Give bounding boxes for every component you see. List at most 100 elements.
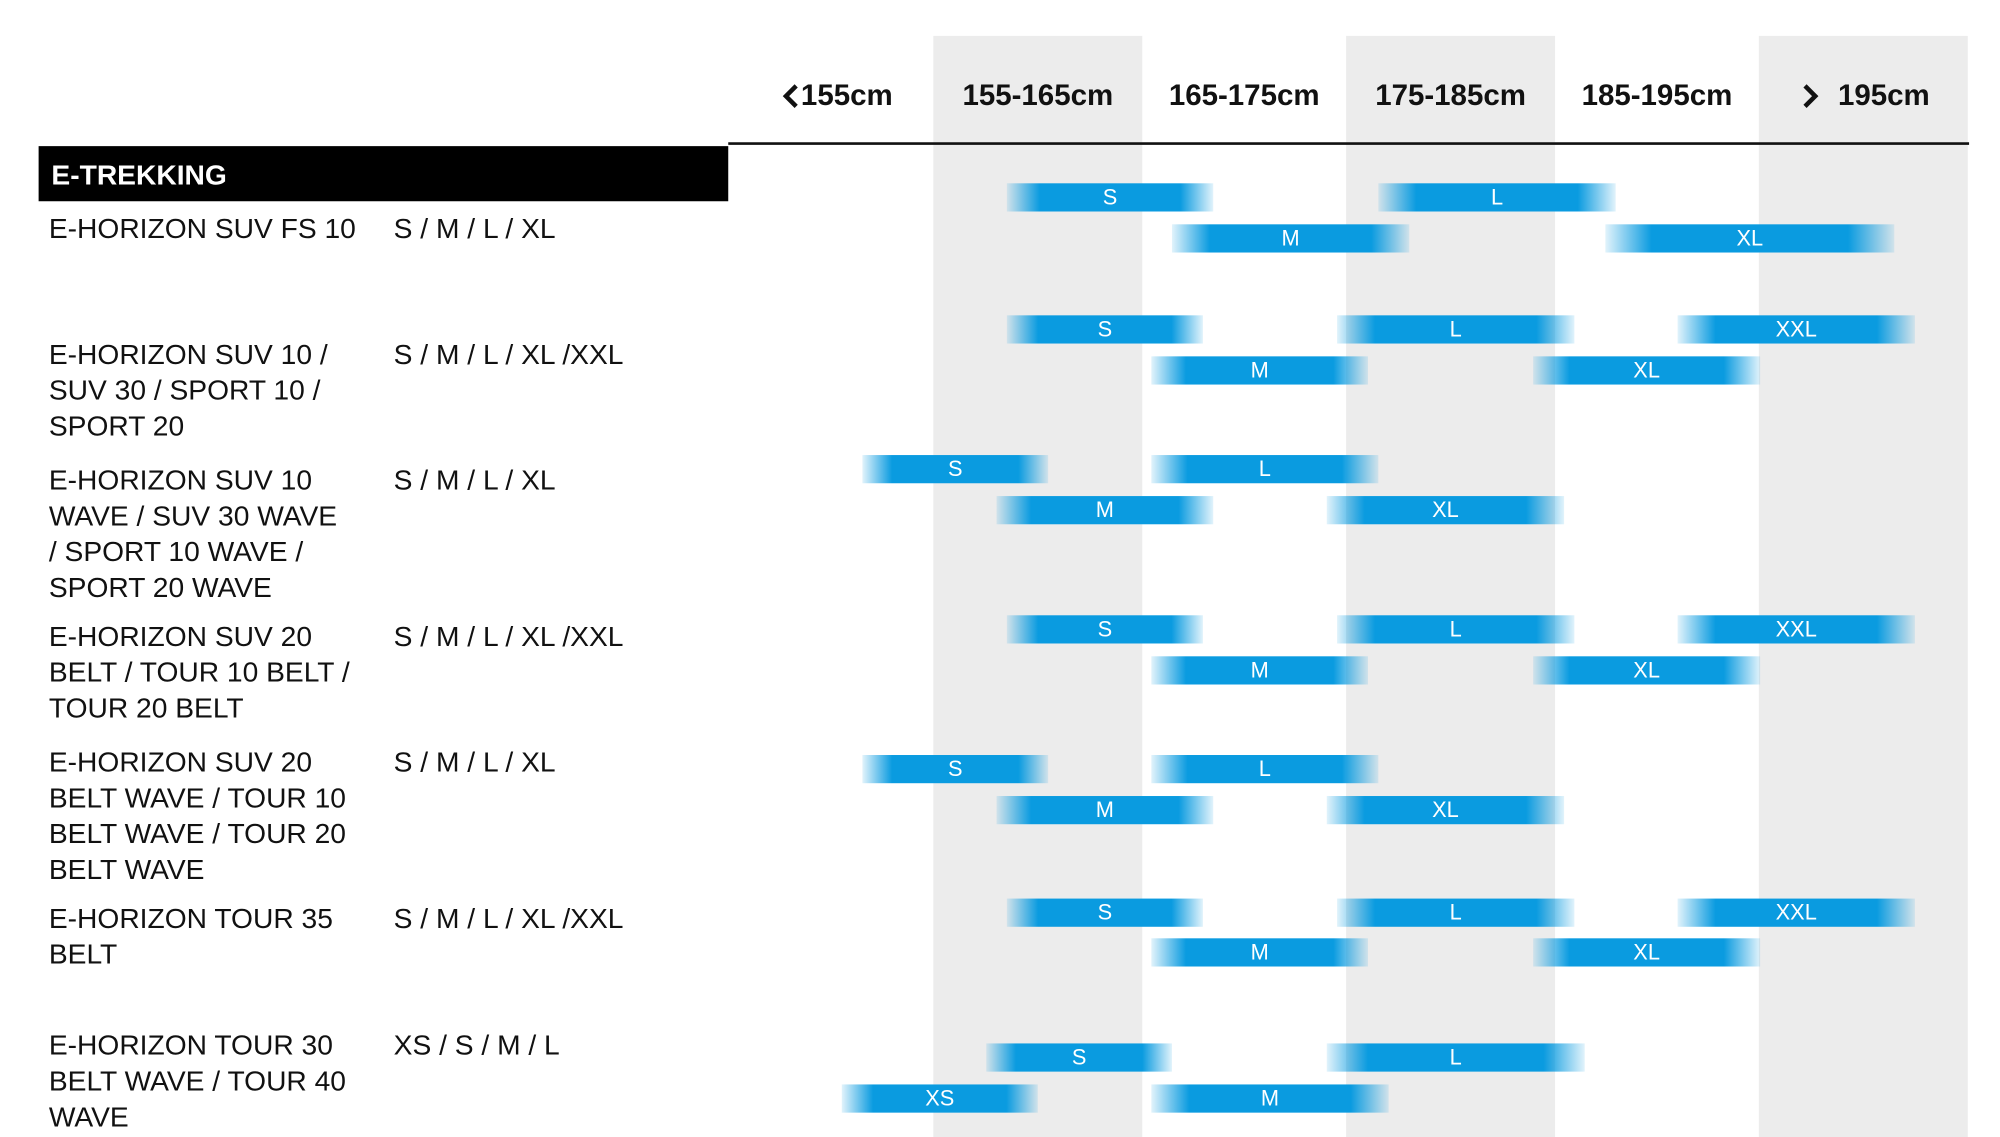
model-name: E-HORIZON SUV 20 [49,745,312,777]
column-shade [1346,35,1556,1137]
model-name: BELT WAVE [49,853,205,885]
size-list: S / M / L / XL [394,745,556,777]
size-bar [1006,615,1203,644]
column-label: 155cm [801,79,893,112]
model-name: E-HORIZON TOUR 30 [49,1029,333,1061]
model-name: E-HORIZON SUV 20 [49,620,312,652]
size-list: S / M / L / XL [394,212,556,244]
size-bar [1533,356,1761,385]
size-bar-label: L [1259,756,1271,781]
size-bar [1677,315,1915,344]
model-name: TOUR 20 BELT [49,692,244,724]
size-bar [1337,315,1575,344]
model-name: SPORT 20 WAVE [49,571,272,603]
size-bar-label: M [1096,797,1114,822]
size-bar [1605,224,1895,253]
model-name: BELT WAVE / TOUR 20 [49,817,346,849]
size-bar-label: XXL [1776,616,1817,641]
size-bar [1326,796,1565,825]
size-bar [841,1084,1038,1113]
size-bar-label: S [1072,1045,1087,1070]
size-bar [1326,496,1565,525]
size-bar [1151,356,1369,385]
model-name: E-HORIZON SUV FS 10 [49,212,356,244]
size-bar-label: L [1259,456,1271,481]
chevron-left [782,84,798,108]
size-bar [862,455,1049,484]
size-bar [1151,1084,1389,1113]
size-list: S / M / L / XL /XXL [394,902,624,934]
size-bar [1151,755,1379,784]
size-bar [1151,455,1379,484]
column-shade [1758,35,1968,1137]
size-bar [1337,898,1575,927]
size-bar [1533,656,1761,685]
size-bar [1171,224,1410,253]
size-bar [1677,615,1915,644]
size-bar [1006,898,1203,927]
model-name: BELT [49,938,117,970]
size-bar-label: XXL [1776,316,1817,341]
size-bar-label: XL [1633,939,1660,964]
model-name: SUV 30 / SPORT 10 / [49,374,321,406]
model-name: / SPORT 10 WAVE / [49,535,303,567]
size-bar-label: M [1282,225,1300,250]
size-bar-label: S [1103,184,1118,209]
model-name: WAVE / SUV 30 WAVE [49,499,337,531]
section-title: E-TREKKING [51,158,226,190]
size-bar-label: XL [1432,497,1459,522]
size-list: S / M / L / XL /XXL [394,620,624,652]
size-bar [986,1043,1172,1072]
size-bar [1151,656,1369,685]
column-label: 185-195cm [1582,79,1733,112]
size-bar-label: XL [1633,657,1660,682]
size-bar-label: M [1251,657,1269,682]
column-label: 175-185cm [1375,79,1526,112]
size-bar-label: XL [1432,797,1459,822]
size-bar-label: M [1251,939,1269,964]
size-bar [1337,615,1575,644]
section-band [38,146,729,202]
model-name: BELT WAVE / TOUR 10 [49,781,346,813]
size-bar [1006,183,1214,212]
model-name: SPORT 20 [49,410,184,442]
size-bar [1151,938,1369,967]
model-name: BELT WAVE / TOUR 40 [49,1065,346,1097]
model-name: E-HORIZON SUV 10 [49,463,312,495]
model-name: E-HORIZON SUV 10 / [49,338,328,370]
size-bar-label: XL [1736,225,1763,250]
column-label: 165-175cm [1169,79,1320,112]
size-bar-label: XS [925,1086,954,1111]
size-bar-label: L [1450,900,1462,925]
size-bar-label: S [948,456,963,481]
size-bar [1677,898,1915,927]
column-label: 195cm [1838,79,1930,112]
size-bar [996,796,1214,825]
size-list: XS / S / M / L [394,1029,560,1061]
size-bar-label: L [1450,316,1462,341]
size-bar-label: S [1098,616,1113,641]
size-bar [1006,315,1203,344]
size-bar-label: S [948,756,963,781]
model-name: BELT / TOUR 10 BELT / [49,656,350,688]
size-bar-label: M [1096,497,1114,522]
size-bar [862,755,1049,784]
size-bar-label: S [1098,900,1113,925]
size-bar [1378,183,1616,212]
size-bar [1326,1043,1585,1072]
size-bar-label: L [1450,1045,1462,1070]
model-name: WAVE [49,1101,129,1133]
size-bar [1533,938,1761,967]
size-bar-label: XXL [1776,900,1817,925]
size-bar-label: L [1450,616,1462,641]
size-bar-label: S [1098,316,1113,341]
column-shade [933,35,1143,1137]
size-list: S / M / L / XL [394,463,556,495]
size-list: S / M / L / XL /XXL [394,338,624,370]
size-bar-label: L [1491,184,1503,209]
size-bar-label: XL [1633,357,1660,382]
model-name: E-HORIZON TOUR 35 [49,902,333,934]
size-bar [996,496,1214,525]
